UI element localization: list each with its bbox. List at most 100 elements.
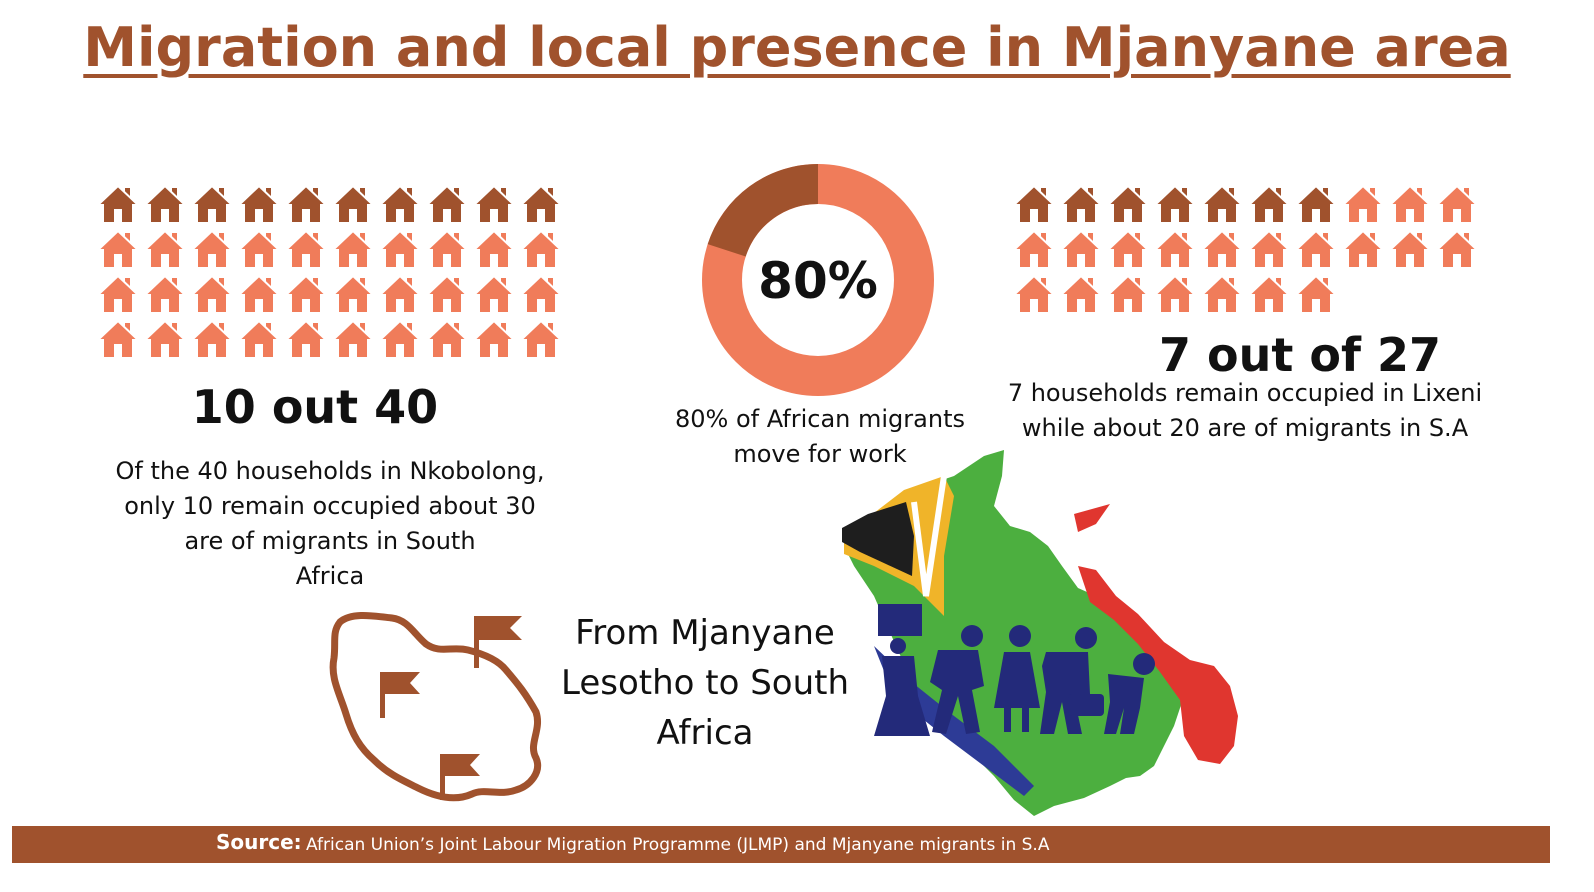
house-icon xyxy=(427,184,467,222)
house-icon xyxy=(1390,229,1430,267)
map-red xyxy=(1078,566,1238,764)
lesotho-map-icon xyxy=(329,612,541,802)
house-icon xyxy=(1061,184,1101,222)
house-icon xyxy=(474,229,514,267)
house-icon xyxy=(1014,184,1054,222)
house-icon xyxy=(474,184,514,222)
house-icon xyxy=(427,229,467,267)
house-icon xyxy=(1249,274,1289,312)
house-icon xyxy=(1343,184,1383,222)
house-icon xyxy=(1296,184,1336,222)
migrant-figure xyxy=(874,604,930,736)
from-line: From Mjanyane xyxy=(575,613,835,653)
house-icon xyxy=(427,319,467,357)
migrant-figure xyxy=(1040,627,1104,734)
map-blue xyxy=(874,646,1034,796)
description-nkobolong: Of the 40 households in Nkobolong, only … xyxy=(100,454,560,594)
house-icon xyxy=(1437,184,1477,222)
walking-migrants-icon xyxy=(874,604,1155,736)
house-icon xyxy=(286,274,326,312)
house-icon xyxy=(98,229,138,267)
house-icon xyxy=(286,319,326,357)
house-icon xyxy=(98,274,138,312)
house-icon xyxy=(333,274,373,312)
migrant-figure xyxy=(994,625,1040,732)
stat-lixeni: 7 out of 27 xyxy=(1158,328,1442,382)
house-icon xyxy=(521,319,561,357)
house-icon xyxy=(474,319,514,357)
house-icon xyxy=(145,319,185,357)
house-icon xyxy=(286,229,326,267)
house-icon xyxy=(521,229,561,267)
house-icon xyxy=(192,184,232,222)
description-line: are of migrants in South xyxy=(184,527,476,555)
house-icon xyxy=(1296,274,1336,312)
page-title: Migration and local presence in Mjanyane… xyxy=(83,16,1511,79)
house-icon xyxy=(1343,229,1383,267)
house-icon xyxy=(286,184,326,222)
house-grid-lixeni xyxy=(1012,183,1479,315)
house-icon xyxy=(1014,274,1054,312)
house-icon xyxy=(521,274,561,312)
house-icon xyxy=(192,274,232,312)
from-line: Africa xyxy=(656,713,754,753)
from-mjanyane-text: From Mjanyane Lesotho to South Africa xyxy=(540,608,870,758)
house-icon xyxy=(1061,274,1101,312)
donut-description: 80% of African migrants move for work xyxy=(660,402,980,472)
map-red-top xyxy=(1074,504,1110,532)
house-icon xyxy=(1014,229,1054,267)
lesotho-outline xyxy=(329,612,541,802)
description-lixeni: 7 households remain occupied in Lixeni w… xyxy=(990,376,1500,446)
house-icon xyxy=(1249,229,1289,267)
house-icon xyxy=(239,274,279,312)
description-line: 7 households remain occupied in Lixeni xyxy=(1007,379,1483,407)
house-icon xyxy=(1108,229,1148,267)
house-icon xyxy=(380,319,420,357)
migrant-figure xyxy=(930,625,984,734)
house-icon xyxy=(239,319,279,357)
house-icon xyxy=(333,184,373,222)
house-icon xyxy=(192,229,232,267)
house-icon xyxy=(145,274,185,312)
from-line: Lesotho to South xyxy=(560,663,850,703)
house-icon xyxy=(1202,274,1242,312)
stat-nkobolong: 10 out 40 xyxy=(191,380,439,434)
house-icon xyxy=(333,229,373,267)
flag-icon xyxy=(474,616,522,668)
description-line: while about 20 are of migrants in S.A xyxy=(1021,414,1469,442)
house-icon xyxy=(239,184,279,222)
house-icon xyxy=(1155,229,1195,267)
house-icon xyxy=(98,319,138,357)
description-line: Of the 40 households in Nkobolong, xyxy=(115,457,545,485)
house-icon xyxy=(1437,229,1477,267)
percent-donut: 80% xyxy=(702,164,934,396)
house-icon xyxy=(333,319,373,357)
house-icon xyxy=(1061,229,1101,267)
house-icon xyxy=(1108,274,1148,312)
flag-icon xyxy=(440,754,480,800)
house-icon xyxy=(474,274,514,312)
house-icon xyxy=(1249,184,1289,222)
house-icon xyxy=(145,229,185,267)
house-icon xyxy=(192,319,232,357)
house-icon xyxy=(239,229,279,267)
house-icon xyxy=(380,229,420,267)
migrant-figure xyxy=(1104,653,1155,734)
house-grid-nkobolong xyxy=(96,183,563,360)
house-icon xyxy=(1155,274,1195,312)
source-footer: Source: African Union’s Joint Labour Mig… xyxy=(12,826,1550,863)
house-icon xyxy=(1202,184,1242,222)
house-icon xyxy=(380,274,420,312)
description-line: only 10 remain occupied about 30 xyxy=(124,492,536,520)
description-line: 80% of African migrants xyxy=(674,405,965,433)
house-icon xyxy=(380,184,420,222)
house-icon xyxy=(98,184,138,222)
description-line: move for work xyxy=(733,440,907,468)
map-black xyxy=(842,502,914,576)
house-icon xyxy=(521,184,561,222)
description-line: Africa xyxy=(295,562,365,590)
source-label: Source: xyxy=(216,830,302,854)
south-africa-flag-map xyxy=(842,450,1238,816)
donut-remaining-arc xyxy=(707,164,819,258)
house-icon xyxy=(1155,184,1195,222)
